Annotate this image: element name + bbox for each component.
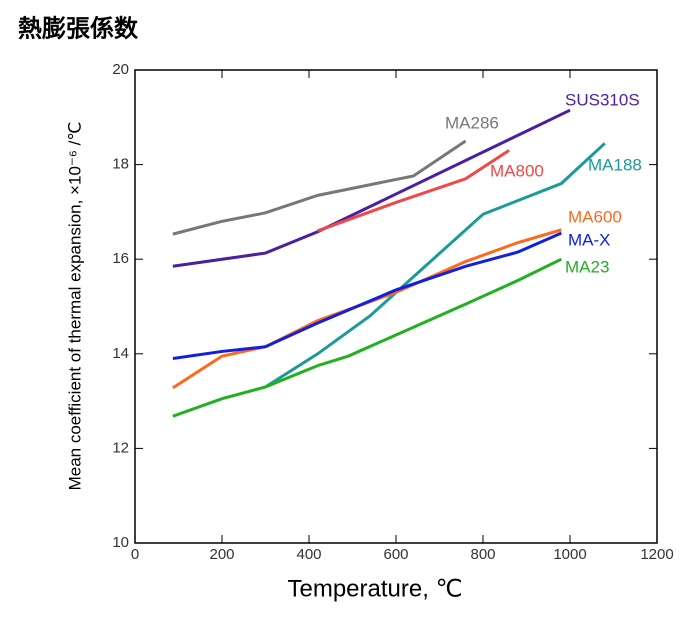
series-label: MA188 [588,155,642,174]
chart-title: 熱膨張係数 [18,15,139,42]
x-tick-label: 0 [131,546,139,563]
x-tick-label: 1000 [553,546,586,563]
series-label: SUS310S [565,90,640,109]
series-label: MA286 [445,113,499,132]
series-line [172,257,562,418]
y-tick-label: 10 [112,534,129,551]
series-line [172,228,562,390]
series-line [172,139,467,236]
plot-frame [134,69,658,544]
series-label: MA-X [568,230,611,249]
series-label: MA800 [490,161,544,180]
y-tick-label: 16 [112,250,129,267]
y-tick-label: 12 [112,439,129,456]
y-tick-label: 14 [112,345,129,362]
x-tick-label: 400 [296,546,321,563]
series-line [172,231,562,361]
x-tick-label: 800 [470,546,495,563]
series-label: MA23 [565,257,609,276]
x-tick-label: 1200 [640,546,673,563]
x-tick-label: 600 [383,546,408,563]
series-line [317,149,510,233]
series-label: MA600 [568,207,622,226]
y-tick-label: 20 [112,61,129,78]
series-line [264,142,606,389]
y-axis-label: Mean coefficient of thermal expansion, ×… [65,122,84,491]
y-tick-label: 18 [112,156,129,173]
series-line [172,108,571,268]
x-tick-label: 200 [209,546,234,563]
x-axis-label: Temperature, ℃ [287,575,462,602]
